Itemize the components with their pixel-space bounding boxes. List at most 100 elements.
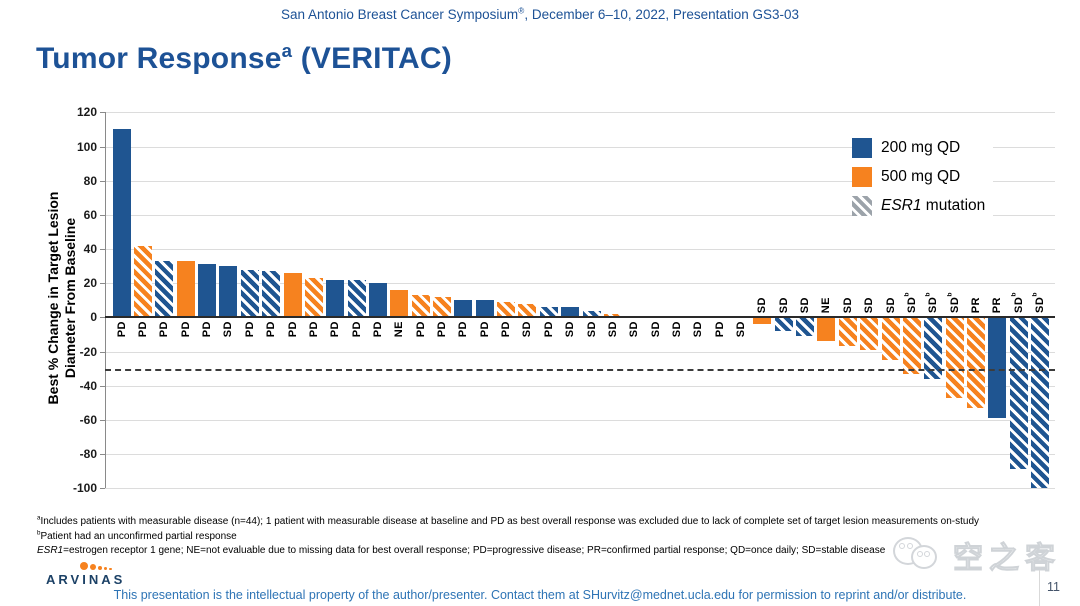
y-axis-title: Best % Change in Target Lesion Diameter … bbox=[45, 192, 79, 405]
footnote-b: bPatient had an unconfirmed partial resp… bbox=[37, 530, 1047, 545]
tumor-bar bbox=[283, 272, 302, 318]
y-tick-label: 20 bbox=[83, 276, 97, 291]
tumor-bar bbox=[1009, 317, 1028, 470]
tumor-bar bbox=[838, 317, 857, 347]
y-axis-tick bbox=[100, 317, 105, 319]
tumor-bar bbox=[988, 317, 1007, 419]
tumor-bar bbox=[753, 317, 772, 325]
bar-response-label: PD bbox=[542, 321, 555, 338]
tumor-bar bbox=[134, 245, 153, 318]
tumor-bar bbox=[112, 129, 131, 318]
tumor-bar bbox=[475, 300, 494, 318]
page-number: 11 bbox=[1047, 580, 1060, 594]
tumor-bar bbox=[1031, 317, 1050, 489]
bar-response-label: PD bbox=[265, 321, 278, 338]
tumor-bar bbox=[454, 300, 473, 318]
title-footnote-marker: a bbox=[281, 40, 293, 61]
legend-label-200mg: 200 mg QD bbox=[881, 139, 961, 156]
bar-response-label: SD bbox=[649, 321, 662, 338]
legend-esr1-gene: ESR1 bbox=[881, 197, 922, 214]
tumor-bar bbox=[539, 307, 558, 318]
gridline bbox=[105, 488, 1055, 490]
bar-response-label: SD bbox=[670, 321, 683, 338]
y-axis-tick bbox=[100, 351, 105, 353]
reference-line-minus30 bbox=[105, 368, 1055, 371]
y-tick-label: 40 bbox=[83, 242, 97, 257]
gridline bbox=[105, 419, 1055, 421]
tumor-bar bbox=[326, 279, 345, 318]
bar-response-label: SD bbox=[585, 321, 598, 338]
y-axis-title-line2: Diameter From Baseline bbox=[62, 217, 78, 379]
page-title: Tumor Responsea (VERITAC) bbox=[36, 40, 452, 76]
legend-item-500mg: 500 mg QD bbox=[852, 166, 994, 188]
gridline bbox=[105, 454, 1055, 456]
tumor-bar bbox=[368, 283, 387, 318]
tumor-bar bbox=[518, 303, 537, 318]
bar-response-label: PD bbox=[201, 321, 214, 338]
gridline bbox=[105, 214, 1055, 216]
y-axis-tick bbox=[100, 454, 105, 456]
tumor-bar bbox=[347, 279, 366, 318]
bar-response-label: PD bbox=[457, 321, 470, 338]
footnote-a: aIncludes patients with measurable disea… bbox=[37, 515, 1047, 530]
tumor-bar bbox=[390, 290, 409, 318]
bar-response-label: SDb bbox=[924, 292, 940, 314]
conference-header-date: , December 6–10, 2022, Presentation GS3-… bbox=[524, 7, 799, 22]
bar-response-label: PR bbox=[969, 297, 982, 314]
legend-esr1-rest: mutation bbox=[921, 197, 986, 214]
tumor-bar bbox=[262, 271, 281, 318]
y-axis-tick bbox=[100, 146, 105, 148]
bar-response-label: SD bbox=[863, 297, 876, 314]
tumor-bar bbox=[817, 317, 836, 342]
bar-response-label: SD bbox=[222, 321, 235, 338]
legend-swatch-blue-icon bbox=[852, 138, 872, 158]
y-axis-tick bbox=[100, 419, 105, 421]
tumor-bar bbox=[796, 317, 815, 337]
bar-response-label: PD bbox=[179, 321, 192, 338]
bar-response-label: SD bbox=[692, 321, 705, 338]
registered-mark: ® bbox=[518, 5, 525, 16]
y-tick-label: -100 bbox=[72, 481, 97, 496]
bar-response-label: PD bbox=[436, 321, 449, 338]
gridline bbox=[105, 385, 1055, 387]
bar-response-label: SDb bbox=[903, 292, 918, 314]
page-title-suffix: (VERITAC) bbox=[292, 42, 452, 75]
tumor-bar bbox=[774, 317, 793, 332]
page-title-text: Tumor Response bbox=[36, 42, 282, 75]
y-tick-label: 80 bbox=[83, 173, 97, 188]
tumor-bar bbox=[219, 266, 238, 318]
footnote-abbreviations-text: =estrogen receptor 1 gene; NE=not evalua… bbox=[63, 545, 886, 556]
gridline bbox=[105, 112, 1055, 114]
page-number-separator bbox=[1039, 570, 1040, 606]
bar-response-label: SD bbox=[799, 297, 812, 314]
footnote-abbreviations: ESR1=estrogen receptor 1 gene; NE=not ev… bbox=[37, 544, 1047, 559]
arvinas-logo-text: ARVINAS bbox=[46, 572, 126, 587]
bar-response-label: PD bbox=[115, 321, 128, 338]
bar-response-label: PD bbox=[329, 321, 342, 338]
y-axis-tick bbox=[100, 180, 105, 182]
conference-header: San Antonio Breast Cancer Symposium®, De… bbox=[0, 5, 1080, 22]
y-tick-label: 100 bbox=[76, 139, 97, 154]
y-axis-tick bbox=[100, 488, 105, 490]
bar-response-label: PD bbox=[243, 321, 256, 338]
y-tick-label: 60 bbox=[83, 207, 97, 222]
tumor-bar bbox=[433, 296, 452, 318]
arvinas-logo: ARVINAS bbox=[46, 561, 136, 587]
y-tick-label: 120 bbox=[76, 105, 97, 120]
y-axis-tick bbox=[100, 283, 105, 285]
y-tick-label: -80 bbox=[79, 447, 97, 462]
y-axis-tick bbox=[100, 112, 105, 114]
y-tick-label: 0 bbox=[90, 310, 97, 325]
legend-swatch-orange-icon bbox=[852, 167, 872, 187]
y-tick-label: -20 bbox=[79, 344, 97, 359]
legend-label-500mg: 500 mg QD bbox=[881, 168, 961, 185]
bar-response-label: SD bbox=[606, 321, 619, 338]
chart-legend: 200 mg QD 500 mg QD ESR1 mutation bbox=[852, 137, 994, 224]
bar-response-label: SD bbox=[628, 321, 641, 338]
y-axis-tick bbox=[100, 249, 105, 251]
bar-response-label: PD bbox=[286, 321, 299, 338]
y-axis-tick bbox=[100, 214, 105, 216]
legend-item-200mg: 200 mg QD bbox=[852, 137, 994, 159]
bar-response-label: SD bbox=[756, 297, 769, 314]
tumor-bar bbox=[945, 317, 964, 398]
